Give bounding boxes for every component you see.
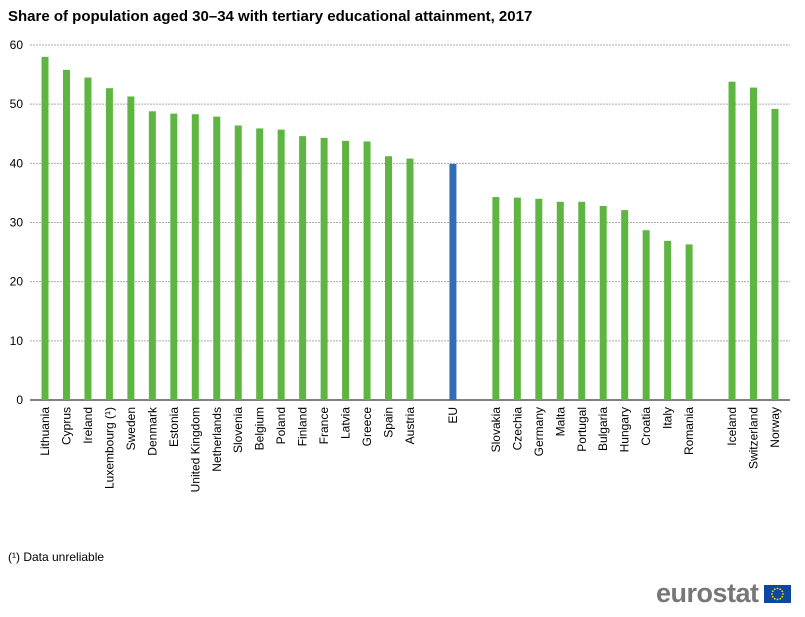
bar-hungary: [621, 210, 629, 400]
bar-switzerland: [750, 87, 758, 400]
footnote: (¹) Data unreliable: [8, 550, 105, 564]
x-tick-label: Croatia: [639, 407, 653, 446]
x-tick-label: Slovenia: [231, 407, 245, 453]
bar-latvia: [342, 140, 350, 400]
x-tick-label: Luxembourg (¹): [102, 407, 116, 489]
bar-iceland: [728, 81, 736, 400]
bar-portugal: [578, 201, 586, 400]
y-tick-label: 10: [10, 334, 24, 348]
x-tick-label: Bulgaria: [596, 407, 610, 451]
x-tick-label: Ireland: [81, 407, 95, 444]
star-icon: [771, 589, 774, 592]
x-tick-label: Finland: [296, 407, 310, 446]
bar-belgium: [256, 128, 264, 401]
bar-lithuania: [41, 56, 49, 400]
star-icon: [778, 597, 781, 600]
bar-spain: [385, 156, 393, 400]
x-tick-label: Hungary: [618, 407, 632, 452]
eurostat-logo: eurostat: [656, 578, 791, 609]
bar-cyprus: [62, 69, 70, 400]
star-icon: [780, 595, 783, 598]
x-tick-label: Latvia: [339, 407, 353, 439]
bar-romania: [685, 244, 693, 400]
bar-croatia: [642, 230, 650, 400]
bar-italy: [664, 240, 672, 400]
y-tick-label: 50: [10, 97, 24, 111]
bar-ireland: [84, 77, 92, 401]
bar-germany: [535, 198, 543, 400]
x-tick-label: Czechia: [510, 407, 524, 451]
bar-malta: [556, 201, 564, 400]
x-tick-label: Netherlands: [210, 407, 224, 472]
x-tick-label: United Kingdom: [188, 407, 202, 492]
bar-finland: [299, 136, 307, 400]
x-tick-label: Sweden: [124, 407, 138, 450]
x-tick-label: Austria: [403, 407, 417, 445]
bar-slovakia: [492, 197, 500, 400]
star-icon: [776, 598, 778, 600]
x-tick-label: Greece: [360, 407, 374, 447]
x-tick-label: Poland: [274, 407, 288, 444]
x-tick-label: Estonia: [167, 407, 181, 447]
bar-sweden: [127, 96, 135, 400]
bar-united-kingdom: [191, 114, 199, 400]
x-tick-label: Germany: [532, 407, 546, 456]
logo-text: eurostat: [656, 578, 759, 608]
star-icon: [778, 587, 781, 590]
eu-flag-icon: [763, 584, 791, 603]
bar-poland: [277, 129, 285, 400]
x-tick-label: Switzerland: [747, 407, 761, 469]
x-tick-label: Norway: [768, 407, 782, 448]
chart-title: Share of population aged 30–34 with tert…: [8, 8, 533, 25]
y-tick-label: 0: [16, 393, 23, 407]
star-icon: [781, 592, 784, 595]
bar-czechia: [513, 197, 521, 400]
bar-greece: [363, 141, 371, 401]
x-tick-label: Spain: [382, 407, 396, 438]
star-icon: [780, 589, 783, 592]
x-tick-label: Portugal: [575, 407, 589, 452]
x-tick-label: Lithuania: [38, 407, 52, 456]
x-tick-label: Romania: [682, 407, 696, 455]
bar-bulgaria: [599, 205, 607, 400]
star-icon: [776, 587, 778, 589]
bar-estonia: [170, 113, 178, 400]
bar-luxembourg-: [105, 88, 113, 401]
x-tick-label: Belgium: [253, 407, 267, 450]
x-tick-label: Slovakia: [489, 407, 503, 453]
x-tick-label: Malta: [553, 407, 567, 437]
bar-norway: [771, 108, 779, 401]
x-tick-label: Denmark: [145, 406, 159, 456]
star-icon: [770, 592, 773, 595]
y-tick-label: 60: [10, 38, 24, 52]
x-tick-label: France: [317, 407, 331, 445]
y-tick-label: 30: [10, 216, 24, 230]
x-tick-label: Cyprus: [59, 407, 73, 445]
x-tick-label: Iceland: [725, 407, 739, 446]
bar-denmark: [148, 111, 156, 401]
x-tick-label: EU: [446, 407, 460, 424]
bar-france: [320, 137, 328, 400]
bar-austria: [406, 158, 414, 400]
bar-eu: [449, 163, 457, 400]
y-tick-label: 20: [10, 275, 24, 289]
bar-slovenia: [234, 125, 242, 400]
bar-chart: 0 10 20 30 40 50 60 Lithuania Cyprus Ireland Luxem…: [10, 38, 790, 492]
x-tick-label: Italy: [661, 407, 675, 429]
star-icon: [773, 587, 776, 590]
y-tick-label: 40: [10, 156, 24, 170]
star-icon: [773, 597, 776, 600]
star-icon: [771, 595, 774, 598]
bar-netherlands: [213, 116, 221, 400]
